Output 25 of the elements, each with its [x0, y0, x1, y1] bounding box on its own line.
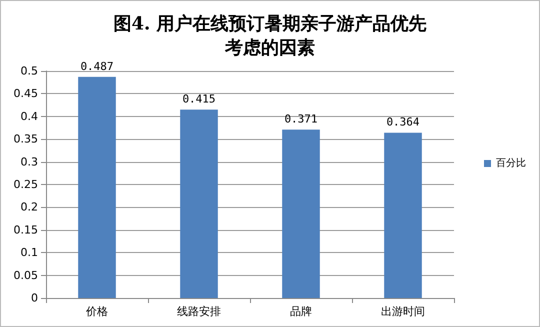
x-tick-label: 价格 — [85, 305, 108, 318]
bar — [180, 110, 218, 298]
chart-title: 图4. 用户在线预订暑期亲子游产品优先考虑的因素 — [113, 14, 427, 58]
bar — [282, 130, 320, 298]
y-tick-label: 0.3 — [20, 155, 38, 168]
x-tick-label: 品牌 — [290, 305, 312, 318]
data-label: 0.415 — [182, 92, 216, 106]
y-tick-label: 0.5 — [20, 64, 38, 78]
data-label: 0.487 — [80, 60, 114, 73]
y-tick-label: 0.4 — [20, 110, 38, 123]
y-tick-label: 0.45 — [14, 87, 38, 100]
y-tick-label: 0.2 — [20, 200, 38, 214]
data-label: 0.371 — [284, 112, 318, 126]
bar — [78, 76, 116, 298]
x-tick-label: 出游时间 — [381, 305, 425, 318]
y-tick-label: 0.05 — [14, 268, 38, 282]
bar — [384, 132, 422, 298]
y-tick-label: 0 — [31, 292, 38, 304]
data-label: 0.364 — [386, 116, 420, 129]
y-tick-label: 0.35 — [14, 132, 38, 146]
y-tick-label: 0.15 — [14, 223, 38, 236]
y-tick-label: 0.25 — [14, 178, 38, 191]
y-tick-label: 0.1 — [20, 246, 38, 260]
legend-label: 百分比 — [496, 157, 526, 169]
x-tick-label: 线路安排 — [177, 305, 221, 318]
